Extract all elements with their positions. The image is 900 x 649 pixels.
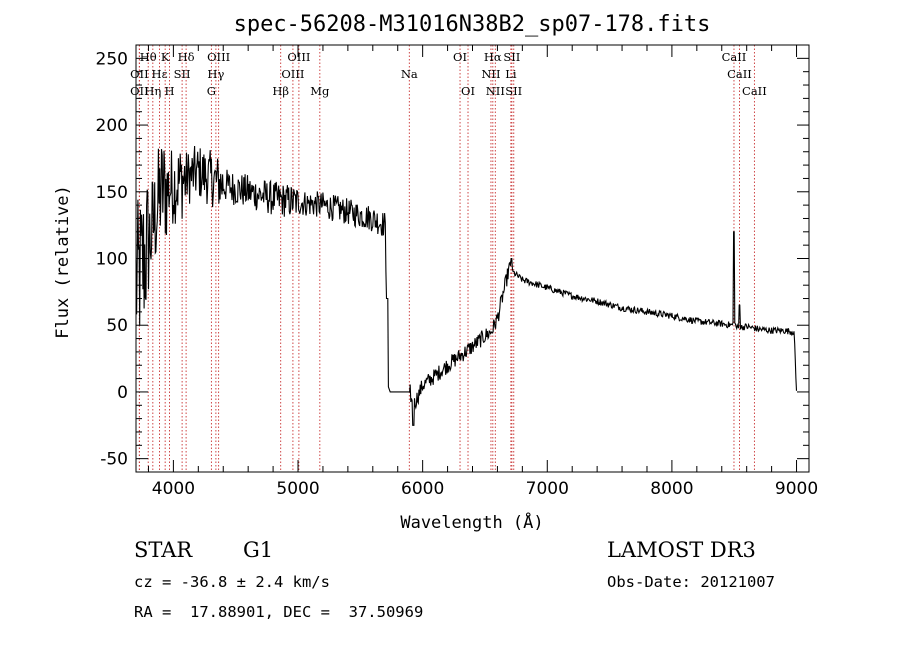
line-label-4: SII bbox=[174, 67, 191, 81]
line-label-13: OIII bbox=[281, 67, 304, 81]
y-axis-label: Flux (relative) bbox=[53, 185, 73, 339]
line-label-2: K bbox=[161, 50, 170, 64]
line-label-1: OII bbox=[130, 84, 149, 98]
object-subclass: G1 bbox=[243, 538, 274, 562]
line-label-5: Hδ bbox=[178, 50, 195, 64]
x-axis-label: Wavelength (Å) bbox=[400, 511, 543, 533]
y-tick-label-50: 50 bbox=[106, 316, 128, 336]
x-tick-label-6000: 6000 bbox=[401, 479, 444, 499]
y-tick-label-250: 250 bbox=[96, 49, 128, 69]
line-label-0: Hθ bbox=[140, 50, 157, 64]
y-tick-label-200: 200 bbox=[96, 116, 128, 136]
line-label-22: Li bbox=[505, 67, 517, 81]
line-label-16: Na bbox=[401, 67, 418, 81]
line-label-15: Mg bbox=[310, 84, 330, 98]
line-label-10: G bbox=[207, 84, 216, 98]
line-label-3: Hε bbox=[152, 67, 168, 81]
line-label-27: CaII bbox=[742, 84, 767, 98]
line-label-17: OI bbox=[453, 50, 467, 64]
line-label-12: OIII bbox=[287, 50, 310, 64]
line-label-20: SII bbox=[503, 50, 520, 64]
line-label-18: OI bbox=[461, 84, 475, 98]
line-labels: Hθ OII K Hε SII Hδ Hη H OIII Hγ G OII OIII OIII Hβ Mg Na… bbox=[130, 50, 767, 98]
y-tick-label--50: -50 bbox=[100, 450, 128, 470]
y-tick-label-150: 150 bbox=[96, 183, 128, 203]
redshift-cz: cz = -36.8 ± 2.4 km/s bbox=[134, 573, 330, 591]
x-tick-label-4000: 4000 bbox=[152, 479, 195, 499]
line-label-26: CaII bbox=[727, 67, 752, 81]
line-label-9: Hγ bbox=[207, 67, 224, 81]
object-class: STAR bbox=[134, 538, 193, 562]
x-tick-label-9000: 9000 bbox=[775, 479, 818, 499]
sky-coordinates: RA = 17.88901, DEC = 37.50969 bbox=[134, 603, 424, 621]
line-markers bbox=[138, 45, 755, 472]
line-label-14: Hβ bbox=[272, 84, 289, 98]
line-label-23: NII bbox=[486, 84, 505, 98]
spectrum-line bbox=[135, 145, 798, 426]
line-label-24: SII bbox=[505, 84, 522, 98]
line-label-21: NII bbox=[481, 67, 500, 81]
x-tick-label-8000: 8000 bbox=[650, 479, 693, 499]
y-tick-label-100: 100 bbox=[96, 250, 128, 270]
survey-name: LAMOST DR3 bbox=[607, 538, 756, 562]
line-label-11: OII bbox=[130, 67, 149, 81]
observation-date: Obs-Date: 20121007 bbox=[607, 573, 775, 591]
line-label-6: Hη bbox=[144, 84, 161, 98]
plot-frame bbox=[135, 44, 810, 473]
line-label-19: Hα bbox=[484, 50, 502, 64]
y-tick-label-0: 0 bbox=[117, 383, 128, 403]
x-tick-label-5000: 5000 bbox=[276, 479, 319, 499]
line-label-7: H bbox=[165, 84, 175, 98]
line-label-8: OIII bbox=[207, 50, 230, 64]
chart-title: spec-56208-M31016N38B2_sp07-178.fits bbox=[234, 12, 711, 37]
axis-ticks: 4000 5000 6000 7000 8000 9000 -50 0 50 100 150 200 2… bbox=[96, 45, 818, 499]
x-tick-label-7000: 7000 bbox=[526, 479, 569, 499]
line-label-25: CaII bbox=[722, 50, 747, 64]
